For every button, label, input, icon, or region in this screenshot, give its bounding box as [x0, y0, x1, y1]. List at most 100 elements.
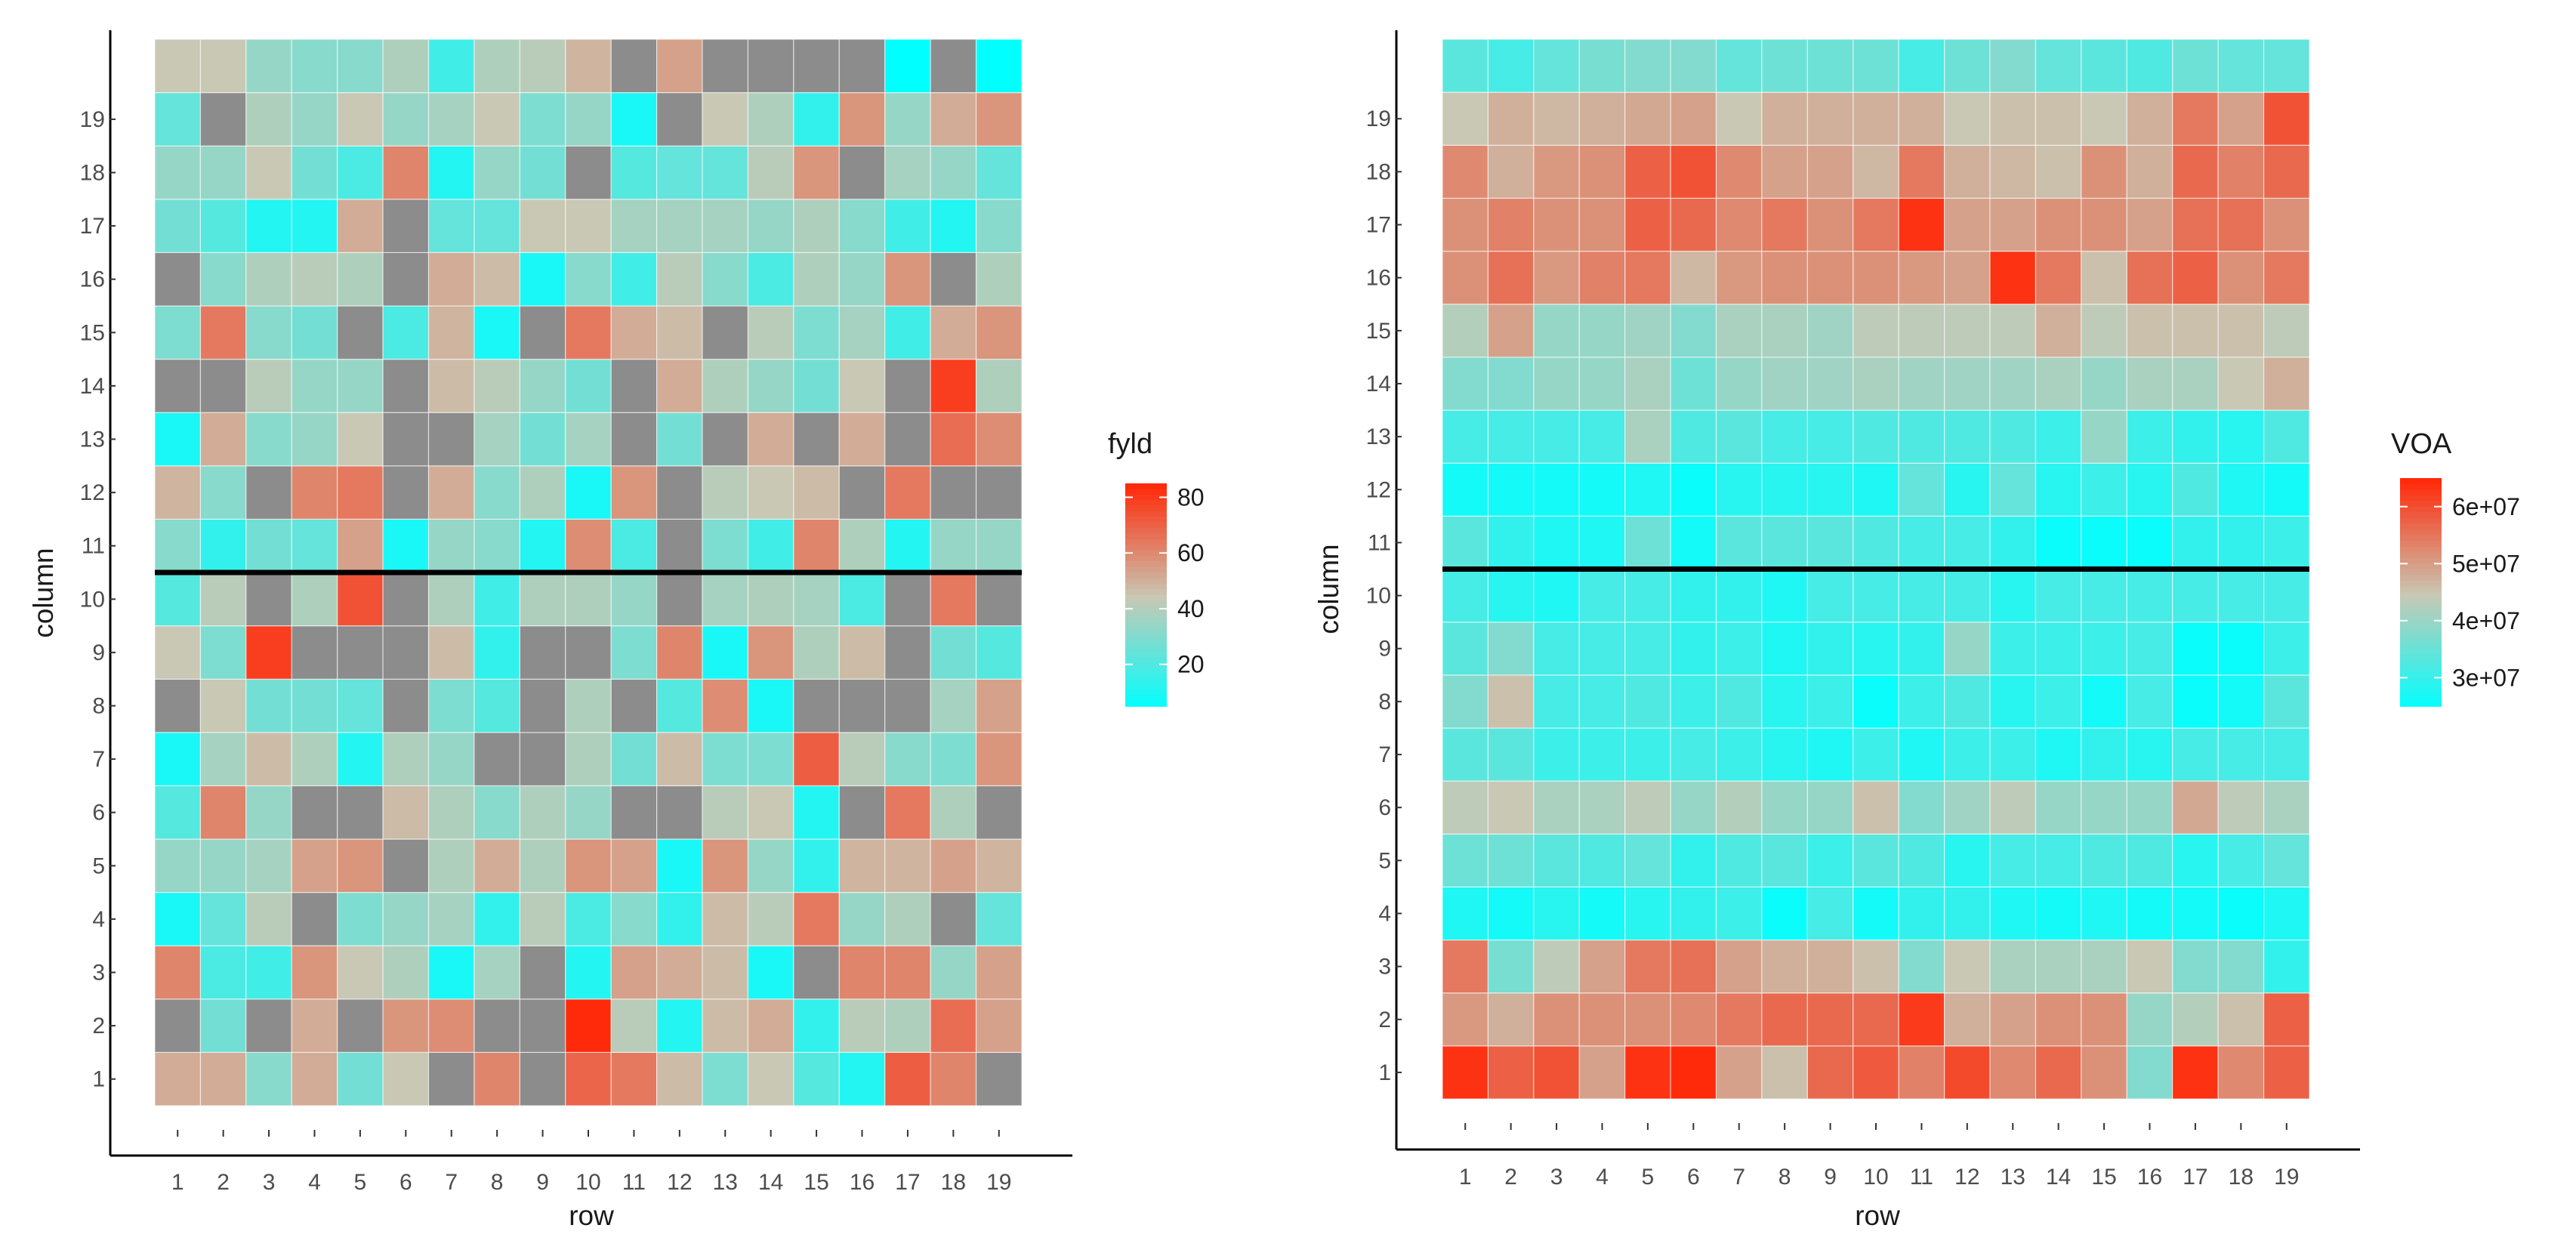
- fyld-cell: [337, 998, 384, 1054]
- fyld-cell: [930, 465, 977, 520]
- fyld-cell: [245, 998, 292, 1054]
- fyld-cell: [519, 252, 566, 307]
- voa-x-tick-label: 2: [1504, 1165, 1517, 1190]
- voa-cell: [2172, 462, 2219, 517]
- voa-cell: [2035, 939, 2082, 994]
- fyld-cell: [291, 785, 338, 840]
- fyld-cell: [702, 838, 749, 893]
- voa-cell: [1715, 197, 1763, 252]
- voa-cell: [1624, 674, 1671, 729]
- voa-x-tick-label: 16: [2137, 1165, 2162, 1190]
- voa-cell: [1578, 251, 1626, 305]
- voa-cell: [1761, 939, 1808, 994]
- voa-cell: [2081, 144, 2127, 199]
- voa-cell: [1715, 515, 1763, 570]
- voa-cell: [1624, 727, 1671, 782]
- voa-cell: [1442, 356, 1489, 411]
- voa-cell: [2217, 622, 2265, 676]
- voa-cell: [1898, 251, 1945, 305]
- voa-cell: [2172, 622, 2219, 676]
- heatmap-fyld: 1 2 3 4 5 6 7 8 9 10 11 12 13 14 15 16 17 18 19 1234567891…: [28, 30, 1205, 1231]
- fyld-cell: [747, 678, 794, 733]
- fyld-y-tick-label: 17: [80, 214, 105, 239]
- fyld-cell: [427, 518, 475, 573]
- fyld-cell: [656, 145, 703, 200]
- voa-cell: [1442, 833, 1489, 888]
- voa-cell: [1989, 727, 2037, 782]
- fyld-cell: [337, 412, 384, 467]
- fyld-cell: [565, 412, 612, 467]
- voa-cell: [1898, 409, 1945, 464]
- fyld-cell: [154, 199, 202, 253]
- voa-cell: [1898, 197, 1945, 252]
- voa-cell: [1487, 197, 1535, 252]
- fyld-cell: [154, 732, 202, 786]
- fyld-cell: [565, 305, 612, 360]
- voa-legend-gradient-step: [2400, 694, 2442, 702]
- voa-legend-label: 4e+07: [2452, 607, 2520, 634]
- fyld-cell: [975, 145, 1023, 200]
- voa-cell: [1715, 992, 1763, 1047]
- fyld-cells: [154, 39, 1023, 1106]
- fyld-cell: [930, 252, 977, 307]
- fyld-cell: [337, 625, 384, 680]
- fyld-cell: [337, 91, 384, 147]
- voa-cell: [2035, 515, 2082, 570]
- fyld-legend: fyld 20 40 60 80: [1108, 428, 1205, 707]
- fyld-cell: [610, 199, 658, 253]
- voa-cell: [1898, 622, 1945, 676]
- fyld-cell: [245, 91, 292, 147]
- fyld-cell: [382, 39, 430, 94]
- fyld-cell: [427, 252, 475, 307]
- voa-cell: [1853, 462, 1899, 517]
- voa-cell: [2126, 409, 2173, 464]
- voa-cell: [1989, 462, 2037, 517]
- fyld-cell: [610, 91, 658, 147]
- fyld-cell: [474, 412, 520, 467]
- voa-cell: [1487, 251, 1535, 305]
- voa-cell: [1442, 304, 1489, 358]
- fyld-cell: [291, 305, 338, 360]
- voa-cell: [2035, 39, 2082, 93]
- fyld-x-tick-label: 8: [491, 1170, 504, 1195]
- fyld-cell: [291, 465, 338, 520]
- voa-cell: [1715, 622, 1763, 676]
- fyld-y-tick-label: 12: [80, 480, 105, 505]
- voa-legend-gradient-step: [2400, 575, 2442, 582]
- voa-cell: [1624, 833, 1671, 888]
- voa-cell: [1487, 780, 1535, 835]
- voa-cell: [1624, 356, 1671, 411]
- fyld-cell: [747, 91, 794, 147]
- fyld-cell: [337, 199, 384, 253]
- fyld-cell: [838, 625, 886, 680]
- voa-y-tick-label: 4: [1378, 901, 1391, 926]
- voa-cell: [1944, 91, 1991, 146]
- voa-cell: [1442, 780, 1489, 835]
- voa-cell: [1853, 886, 1899, 941]
- voa-cell: [2217, 197, 2265, 252]
- fyld-cell: [975, 678, 1023, 733]
- fyld-y-tick-label: 14: [80, 374, 105, 399]
- fyld-cell: [975, 732, 1023, 786]
- voa-legend-gradient-step: [2400, 552, 2442, 559]
- voa-cell: [1944, 197, 1991, 252]
- voa-cell: [1806, 197, 1854, 252]
- voa-cell: [2172, 515, 2219, 570]
- fyld-cell: [930, 785, 977, 840]
- voa-cell: [1853, 780, 1899, 835]
- voa-legend-gradient-step: [2400, 620, 2442, 628]
- fyld-cell: [291, 625, 338, 680]
- voa-cell: [1806, 727, 1854, 782]
- fyld-cell: [519, 678, 566, 733]
- fyld-cell: [474, 518, 520, 573]
- fyld-cell: [793, 252, 840, 307]
- voa-cell: [1670, 515, 1717, 570]
- fyld-cell: [565, 199, 612, 253]
- fyld-cell: [519, 199, 566, 253]
- voa-cell: [2081, 780, 2127, 835]
- voa-cell: [1487, 91, 1535, 146]
- fyld-cell: [656, 945, 703, 1000]
- fyld-cell: [565, 91, 612, 147]
- voa-cell: [2217, 91, 2265, 146]
